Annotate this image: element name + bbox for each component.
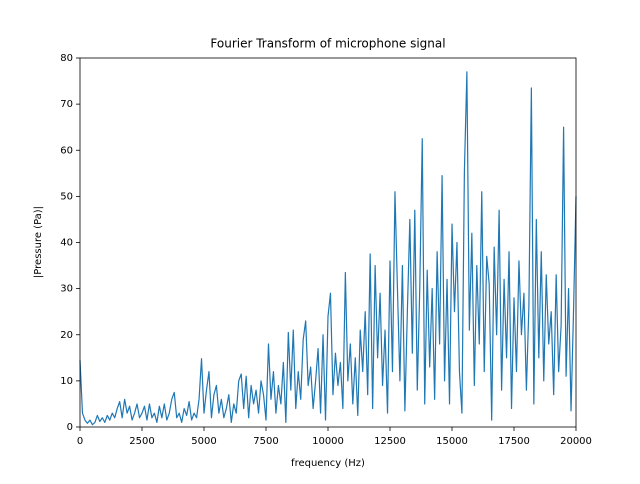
y-tick-label: 10 — [60, 376, 73, 387]
x-axis-label: frequency (Hz) — [291, 458, 365, 469]
y-tick-label: 40 — [60, 238, 73, 249]
y-axis-label: |Pressure (Pa)| — [33, 206, 44, 278]
x-tick-label: 17500 — [498, 436, 530, 447]
x-tick-label: 12500 — [374, 436, 406, 447]
y-tick-label: 70 — [60, 99, 73, 110]
x-tick-label: 7500 — [253, 436, 278, 447]
y-tick-label: 60 — [60, 145, 73, 156]
x-tick-label: 2500 — [129, 436, 154, 447]
x-tick-label: 5000 — [191, 436, 216, 447]
x-tick-label: 15000 — [436, 436, 468, 447]
x-tick-label: 0 — [77, 436, 83, 447]
y-tick-label: 80 — [60, 53, 73, 64]
x-tick-label: 20000 — [560, 436, 592, 447]
y-tick-label: 20 — [60, 330, 73, 341]
x-tick-label: 10000 — [312, 436, 344, 447]
data-line — [79, 71, 577, 426]
y-tick-label: 30 — [60, 284, 73, 295]
chart-title: Fourier Transform of microphone signal — [210, 37, 445, 51]
y-tick-label: 0 — [67, 422, 73, 433]
y-tick-label: 50 — [60, 191, 73, 202]
